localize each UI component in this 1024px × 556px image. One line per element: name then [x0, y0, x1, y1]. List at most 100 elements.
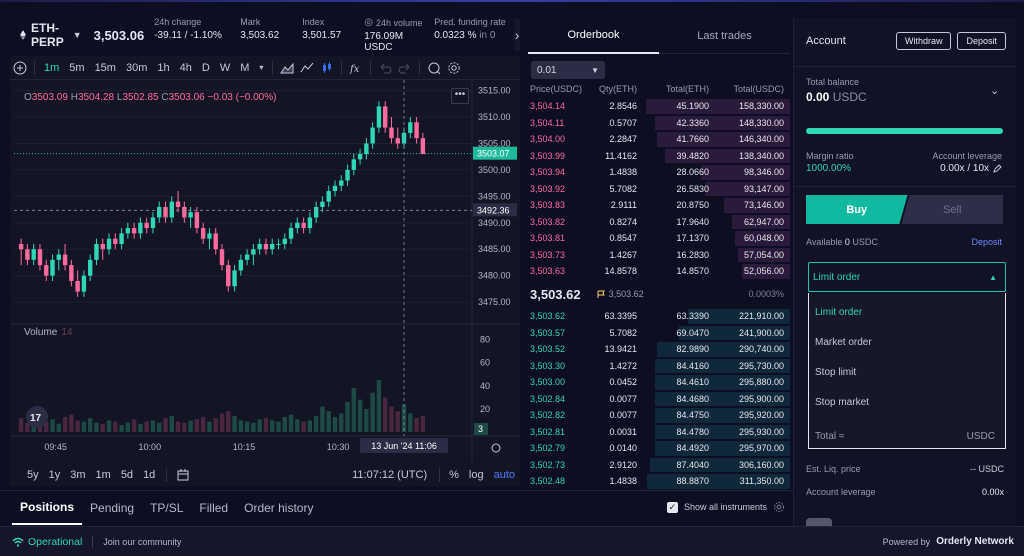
- orderbook-row[interactable]: 3,503.00 0.0452 84.4610 295,880.00: [528, 374, 790, 391]
- area-chart-icon[interactable]: [277, 58, 297, 78]
- range-3m[interactable]: 3m: [70, 469, 86, 481]
- indicators-fx-icon[interactable]: fx: [346, 58, 366, 78]
- symbol-selector[interactable]: ETH-PERP ▼: [0, 21, 82, 49]
- orderbook-row[interactable]: 3,503.99 11.4162 39.4820 138,340.00: [528, 148, 790, 165]
- tab-positions[interactable]: Positions: [12, 491, 83, 525]
- timeframe-W[interactable]: W: [219, 61, 231, 74]
- edit-pencil-icon[interactable]: [993, 164, 1002, 173]
- withdraw-button[interactable]: Withdraw: [895, 32, 952, 50]
- tab-pending[interactable]: Pending: [90, 500, 135, 515]
- price-chart[interactable]: 1m 5m 15m 30m 1h 4h D W M ▾ fx 3515.00 3510.00 350…: [10, 56, 520, 486]
- volume-bar: [81, 421, 87, 432]
- redo-icon[interactable]: [395, 58, 415, 78]
- orderbook-row[interactable]: 3,503.52 13.9421 82.9890 290,740.00: [528, 341, 790, 358]
- show-all-instruments[interactable]: ✓ Show all instruments: [666, 501, 785, 513]
- candle-body: [307, 217, 313, 229]
- gear-icon[interactable]: [773, 501, 785, 513]
- undo-icon[interactable]: [375, 58, 395, 78]
- calendar-icon[interactable]: [173, 465, 193, 485]
- option-limit-order[interactable]: Limit order: [815, 306, 863, 318]
- candle-chart-icon[interactable]: [317, 58, 337, 78]
- candle-body: [157, 206, 162, 218]
- auto-scale-button[interactable]: auto: [493, 469, 515, 481]
- sell-button[interactable]: Sell: [901, 195, 1003, 224]
- orderbook-row[interactable]: 3,504.14 2.8546 45.1900 158,330.00: [528, 98, 790, 115]
- leverage-value: 0.00x: [981, 487, 1004, 497]
- orderbook-row[interactable]: 3,503.62 63.3395 63.3390 221,910.00: [528, 308, 790, 325]
- timeframe-15m[interactable]: 15m: [94, 61, 116, 74]
- more-options-button[interactable]: •••: [451, 88, 469, 104]
- volume-bar: [370, 392, 375, 432]
- orderbook-row[interactable]: 3,503.82 0.8274 17.9640 62,947.00: [528, 214, 790, 231]
- tab-order-history[interactable]: Order history: [244, 500, 314, 515]
- mark-price: 3,503.62: [597, 289, 644, 299]
- reset-view-icon[interactable]: [491, 443, 501, 453]
- log-scale-button[interactable]: log: [468, 469, 484, 481]
- range-1d[interactable]: 1d: [143, 469, 156, 481]
- row-price: 3,503.52: [530, 344, 566, 354]
- est-liq-value: -- USDC: [970, 464, 1004, 474]
- tab-filled[interactable]: Filled: [199, 500, 229, 515]
- deposit-link[interactable]: Deposit: [971, 237, 1002, 247]
- add-indicator-icon[interactable]: [10, 58, 30, 78]
- orderbook-row[interactable]: 3,502.73 2.9120 87.4040 306,160.00: [528, 457, 790, 474]
- orderbook-row[interactable]: 3,502.82 0.0077 84.4750 295,920.00: [528, 407, 790, 424]
- tick-size-select[interactable]: 0.01 ▼: [531, 61, 605, 79]
- ticker-scroll-right-button[interactable]: ›: [514, 19, 520, 51]
- timeframe-1m[interactable]: 1m: [44, 61, 60, 74]
- timeframe-M[interactable]: M: [240, 61, 250, 74]
- timeframe-4h[interactable]: 4h: [179, 61, 192, 74]
- community-link[interactable]: Join our community: [103, 536, 182, 547]
- deposit-button[interactable]: Deposit: [957, 32, 1006, 50]
- tab-last-trades[interactable]: Last trades: [659, 18, 790, 54]
- timeframe-30m[interactable]: 30m: [125, 61, 148, 74]
- orderbook-row[interactable]: 3,502.48 1.4838 88.8870 311,350.00: [528, 473, 790, 490]
- percent-scale-button[interactable]: %: [449, 469, 459, 481]
- buy-button[interactable]: Buy: [806, 195, 908, 224]
- orderbook-row[interactable]: 3,503.30 1.4272 84.4160 295,730.00: [528, 358, 790, 375]
- ticker-stat-label-text: Index: [302, 17, 325, 27]
- gear-icon[interactable]: [444, 58, 464, 78]
- row-qty: 13.9421: [604, 344, 637, 354]
- chevron-down-icon[interactable]: ⌄: [990, 85, 1000, 97]
- orderbook-row[interactable]: 3,503.83 2.9111 20.8750 73,146.00: [528, 197, 790, 214]
- option-market-order[interactable]: Market order: [815, 336, 872, 348]
- orderbook-row[interactable]: 3,503.73 1.4267 16.2830 57,054.00: [528, 247, 790, 264]
- leverage-label: Account leverage: [806, 487, 876, 497]
- reduce-only-toggle[interactable]: [806, 518, 832, 526]
- range-1y[interactable]: 1y: [48, 469, 61, 481]
- range-1m[interactable]: 1m: [95, 469, 111, 481]
- orderbook-row[interactable]: 3,502.79 0.0140 84.4920 295,970.00: [528, 440, 790, 457]
- screenshot-icon[interactable]: [424, 58, 444, 78]
- checkbox-checked-icon[interactable]: ✓: [666, 501, 678, 513]
- timeframe-5m[interactable]: 5m: [69, 61, 85, 74]
- orderbook-row[interactable]: 3,503.92 5.7082 26.5830 93,147.00: [528, 181, 790, 198]
- chevron-down-icon[interactable]: ▾: [259, 63, 264, 72]
- orderbook-row[interactable]: 3,502.84 0.0077 84.4680 295,900.00: [528, 391, 790, 408]
- option-stop-market[interactable]: Stop market: [815, 396, 869, 408]
- orderbook-row[interactable]: 3,502.81 0.0031 84.4780 295,930.00: [528, 424, 790, 441]
- orderbook-row[interactable]: 3,503.94 1.4838 28.0660 98,346.00: [528, 164, 790, 181]
- row-total-eth: 14.8570: [676, 266, 709, 276]
- orderbook-row[interactable]: 3,503.63 14.8578 14.8570 52,056.00: [528, 263, 790, 280]
- tab-orderbook[interactable]: Orderbook: [528, 18, 659, 54]
- volume-bar: [364, 408, 369, 432]
- order-type-select[interactable]: Limit order ▲: [808, 262, 1006, 292]
- row-total-eth: 63.3390: [676, 311, 709, 321]
- orderbook-row[interactable]: 3,504.11 0.5707 42.3360 148,330.00: [528, 115, 790, 132]
- range-5y[interactable]: 5y: [27, 469, 39, 481]
- option-stop-limit[interactable]: Stop limit: [815, 366, 857, 378]
- candlestick-plot[interactable]: 3515.00 3510.00 3505.00 3500.00 3495.00 3490.…: [10, 80, 520, 462]
- orderbook-row[interactable]: 3,503.81 0.8547 17.1370 60,048.00: [528, 230, 790, 247]
- depth-bar: [732, 214, 790, 229]
- orderbook-row[interactable]: 3,503.57 5.7082 69.0470 241,900.00: [528, 325, 790, 342]
- tab-tp-sl[interactable]: TP/SL: [150, 500, 184, 515]
- timeframe-1h[interactable]: 1h: [157, 61, 170, 74]
- range-5d[interactable]: 5d: [120, 469, 134, 481]
- account-header: Account Withdraw Deposit: [806, 32, 1006, 50]
- timeframe-D[interactable]: D: [201, 61, 210, 74]
- line-chart-icon[interactable]: [297, 58, 317, 78]
- orderly-brand[interactable]: Orderly Network: [936, 536, 1014, 547]
- row-total-usdc: 62,947.00: [743, 216, 784, 227]
- orderbook-row[interactable]: 3,504.00 2.2847 41.7660 146,340.00: [528, 131, 790, 148]
